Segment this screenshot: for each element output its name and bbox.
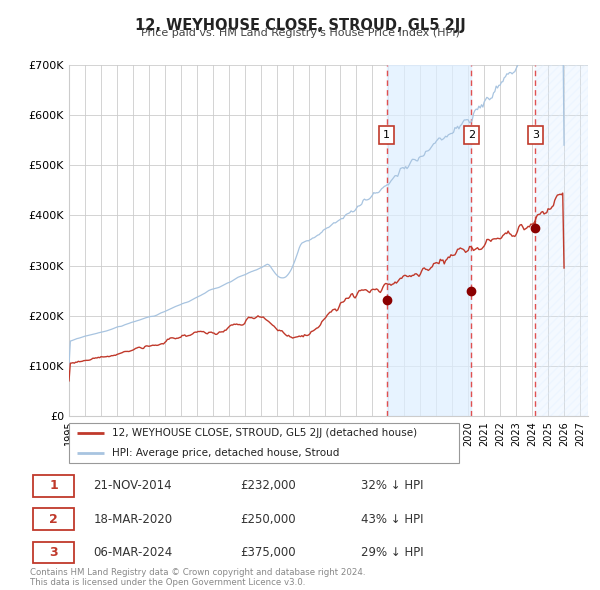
Text: 06-MAR-2024: 06-MAR-2024 <box>94 546 173 559</box>
Text: £250,000: £250,000 <box>240 513 295 526</box>
Text: 3: 3 <box>532 130 539 140</box>
Text: 12, WEYHOUSE CLOSE, STROUD, GL5 2JJ: 12, WEYHOUSE CLOSE, STROUD, GL5 2JJ <box>134 18 466 32</box>
Text: 43% ↓ HPI: 43% ↓ HPI <box>361 513 424 526</box>
Text: 18-MAR-2020: 18-MAR-2020 <box>94 513 173 526</box>
FancyBboxPatch shape <box>33 475 74 497</box>
Text: 21-NOV-2014: 21-NOV-2014 <box>94 479 172 492</box>
Text: £375,000: £375,000 <box>240 546 295 559</box>
Text: 2: 2 <box>468 130 475 140</box>
Text: 2: 2 <box>49 513 58 526</box>
Text: 29% ↓ HPI: 29% ↓ HPI <box>361 546 424 559</box>
Bar <box>387 65 472 416</box>
Text: HPI: Average price, detached house, Stroud: HPI: Average price, detached house, Stro… <box>112 448 339 458</box>
Text: 32% ↓ HPI: 32% ↓ HPI <box>361 479 424 492</box>
Text: Contains HM Land Registry data © Crown copyright and database right 2024.
This d: Contains HM Land Registry data © Crown c… <box>30 568 365 587</box>
Text: £232,000: £232,000 <box>240 479 296 492</box>
FancyBboxPatch shape <box>33 509 74 530</box>
FancyBboxPatch shape <box>33 542 74 563</box>
Text: Price paid vs. HM Land Registry's House Price Index (HPI): Price paid vs. HM Land Registry's House … <box>140 28 460 38</box>
Text: 12, WEYHOUSE CLOSE, STROUD, GL5 2JJ (detached house): 12, WEYHOUSE CLOSE, STROUD, GL5 2JJ (det… <box>112 428 417 438</box>
Text: 1: 1 <box>383 130 390 140</box>
Bar <box>535 65 588 416</box>
Text: 1: 1 <box>49 479 58 492</box>
Text: 3: 3 <box>49 546 58 559</box>
